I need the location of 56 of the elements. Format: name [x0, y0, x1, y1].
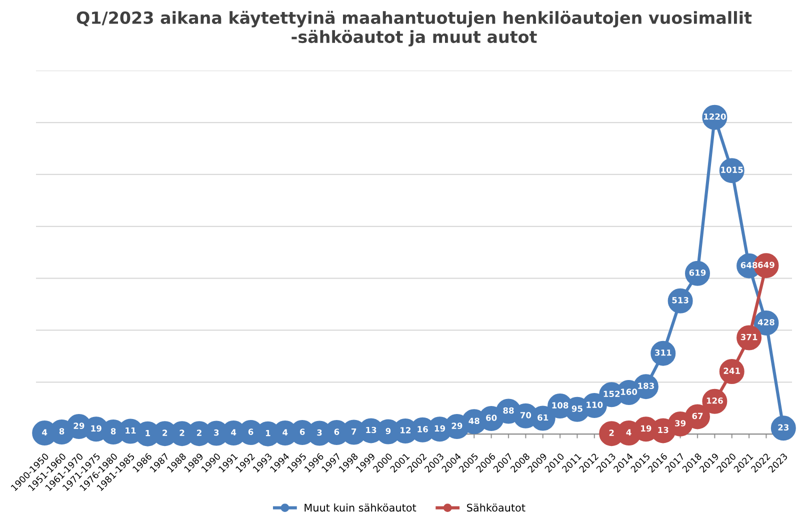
data-label: 67 — [692, 412, 703, 420]
data-label: 4 — [626, 429, 632, 436]
data-label: 428 — [758, 319, 774, 326]
data-label: 1 — [266, 430, 270, 436]
data-label: 371 — [740, 334, 758, 340]
data-label: 619 — [689, 270, 706, 276]
data-label: 2 — [162, 430, 168, 436]
data-label: 70 — [520, 412, 532, 418]
data-label: 126 — [706, 397, 723, 404]
data-label: 12 — [400, 427, 410, 434]
data-label: 61 — [538, 414, 548, 421]
data-label: 19 — [91, 425, 102, 432]
data-label: 29 — [452, 422, 462, 429]
data-label: 8 — [110, 428, 116, 434]
data-label: 39 — [675, 420, 686, 426]
data-label: 4 — [282, 429, 288, 436]
data-label: 1 — [146, 430, 150, 436]
data-label: 60 — [486, 414, 497, 421]
legend-label: Muut kuin sähköautot — [304, 504, 416, 512]
data-label: 152 — [604, 390, 620, 398]
data-label: 4 — [42, 429, 48, 436]
data-label: 16 — [418, 426, 428, 432]
legend-label: Sähköautot — [467, 504, 526, 512]
data-label: 160 — [621, 388, 638, 395]
data-label: 19 — [641, 425, 652, 432]
data-label: 8 — [59, 428, 64, 434]
data-label: 13 — [366, 426, 376, 434]
data-label: 6 — [334, 428, 340, 435]
data-label: 513 — [672, 297, 688, 304]
data-label: 2 — [196, 430, 202, 436]
data-label: 3 — [317, 429, 322, 436]
data-label: 1015 — [721, 166, 743, 173]
data-label: 29 — [74, 422, 84, 429]
data-label: 11 — [126, 427, 136, 434]
data-label: 9 — [386, 428, 391, 434]
data-label: 2 — [180, 430, 184, 436]
data-label: 48 — [468, 418, 480, 424]
data-label: 311 — [654, 349, 672, 356]
data-label: 108 — [552, 402, 568, 408]
data-label: 110 — [586, 402, 603, 408]
data-label: 183 — [638, 382, 654, 389]
data-label: 241 — [724, 368, 740, 374]
chart-title: Q1/2023 aikana käytettyinä maahantuotujen henkilöautojen vuosimallit -sähköautot ja muut autot — [76, 10, 752, 46]
data-label: 23 — [778, 424, 789, 431]
data-label: 6 — [300, 428, 305, 435]
data-label: 649 — [758, 262, 774, 268]
data-label: 88 — [503, 407, 514, 414]
data-label: 7 — [352, 428, 356, 435]
data-label: 6 — [248, 428, 254, 435]
data-label: 4 — [231, 429, 236, 436]
data-label: 2 — [609, 430, 614, 436]
data-label: 19 — [434, 425, 446, 432]
data-label: 1220 — [704, 113, 726, 120]
data-label: 13 — [658, 426, 668, 434]
data-label: 3 — [214, 429, 219, 436]
data-label: 95 — [572, 406, 582, 412]
